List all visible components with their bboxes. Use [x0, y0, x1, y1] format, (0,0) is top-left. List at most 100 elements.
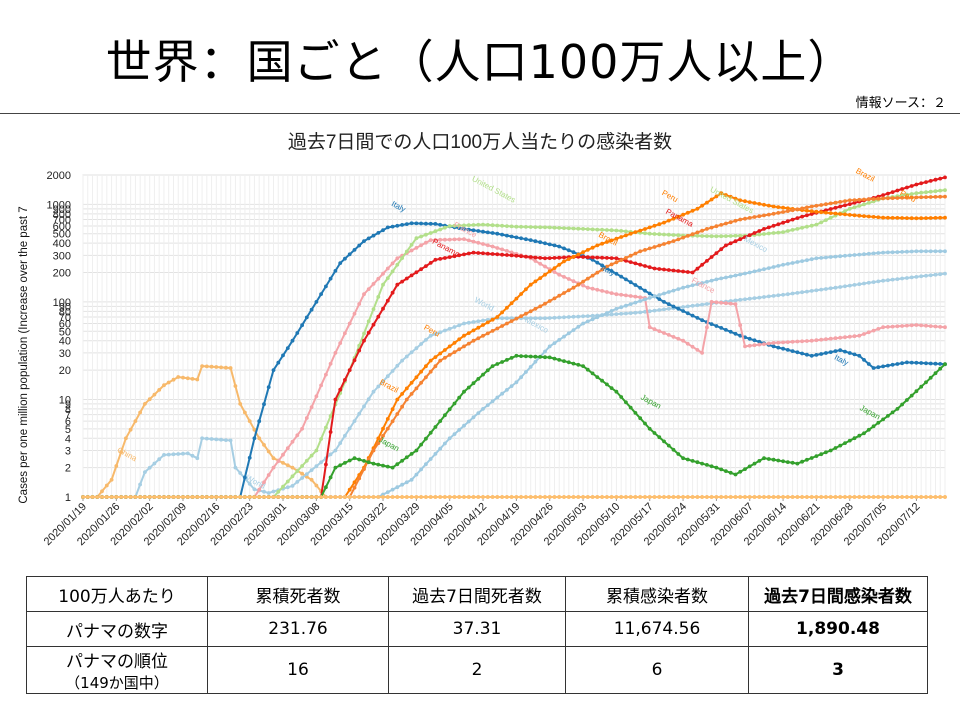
series-point	[605, 228, 609, 232]
y-tick-label: 100	[53, 297, 71, 309]
series-point	[433, 452, 438, 456]
series-point	[643, 227, 647, 231]
series-point	[314, 448, 319, 453]
series-point	[214, 495, 219, 499]
series-point	[428, 238, 433, 243]
series-point	[533, 495, 538, 499]
table-cell: 6	[565, 646, 749, 694]
series-point	[681, 285, 685, 290]
series-point	[681, 495, 685, 499]
series-point	[357, 495, 362, 499]
series-point	[881, 495, 885, 499]
series-point	[833, 254, 838, 259]
series-point	[738, 333, 743, 338]
series-point	[690, 232, 695, 237]
series-point	[800, 351, 804, 356]
series-point	[705, 234, 709, 239]
series-point	[581, 495, 585, 499]
series-point	[633, 300, 638, 305]
series-point	[366, 319, 371, 324]
series-point	[476, 495, 481, 499]
series-point	[509, 224, 514, 229]
series-point	[547, 225, 552, 230]
series-point	[733, 218, 738, 223]
series-point	[938, 249, 943, 254]
series-point	[457, 337, 462, 342]
series-point	[790, 208, 795, 213]
y-tick-label: 50	[59, 326, 71, 338]
series-point	[424, 338, 428, 342]
series-point	[847, 213, 852, 217]
series-point	[409, 248, 414, 253]
series-point	[590, 245, 595, 250]
series-point	[500, 252, 504, 257]
series-point	[643, 297, 647, 302]
series-point	[614, 312, 619, 316]
series-point	[538, 261, 543, 266]
series-point	[176, 495, 181, 499]
series-point	[714, 277, 719, 282]
series-point	[295, 469, 300, 473]
series-point	[862, 358, 866, 362]
series-point	[795, 227, 800, 231]
series-point	[733, 302, 738, 306]
series-point	[247, 482, 252, 486]
series-point	[828, 211, 833, 216]
series-point	[238, 471, 243, 475]
series-point	[938, 325, 943, 329]
series-point	[743, 216, 747, 221]
series-point	[614, 292, 619, 297]
series-point	[385, 464, 390, 469]
series-point	[419, 380, 423, 385]
series-point	[328, 276, 333, 281]
series-point	[614, 271, 619, 276]
series-point	[728, 301, 733, 306]
source-note: 情報ソース：２	[855, 96, 946, 111]
y-tick-label: 2	[65, 463, 71, 475]
series-point	[505, 321, 509, 326]
series-point	[300, 464, 304, 468]
series-point	[457, 253, 462, 258]
series-point	[428, 457, 433, 461]
series-point	[614, 495, 619, 499]
series-point	[471, 338, 476, 343]
series-point	[738, 297, 743, 302]
series-point	[805, 208, 809, 213]
table-cell: 37.31	[388, 611, 566, 647]
series-point	[466, 320, 471, 325]
series-point	[928, 273, 933, 278]
series-point	[724, 495, 728, 499]
series-line	[83, 192, 946, 498]
series-point	[147, 465, 152, 470]
series-point	[633, 230, 638, 235]
series-point	[933, 177, 938, 182]
series-point	[866, 201, 871, 205]
series-point	[905, 495, 909, 499]
series-point	[114, 464, 119, 468]
series-point	[352, 485, 357, 490]
series-point	[595, 255, 600, 260]
series-point	[886, 191, 890, 196]
series-point	[914, 195, 919, 200]
series-point	[338, 495, 343, 499]
series-point	[895, 407, 900, 411]
series-point	[376, 384, 381, 389]
series-point	[562, 259, 566, 264]
y-tick-label: 5	[65, 424, 71, 436]
series-point	[195, 456, 200, 461]
series-point	[643, 309, 647, 314]
series-point	[333, 495, 338, 499]
series-point	[376, 295, 381, 299]
series-label: Brazil	[378, 377, 400, 394]
series-point	[285, 485, 290, 490]
series-point	[819, 220, 824, 225]
series-point	[538, 316, 543, 321]
series-point	[600, 255, 604, 260]
series-point	[562, 246, 566, 251]
series-point	[195, 377, 200, 382]
series-point	[619, 311, 624, 316]
series-point	[385, 266, 390, 271]
title-divider	[0, 113, 960, 114]
series-point	[605, 256, 609, 260]
series-point	[300, 323, 304, 328]
